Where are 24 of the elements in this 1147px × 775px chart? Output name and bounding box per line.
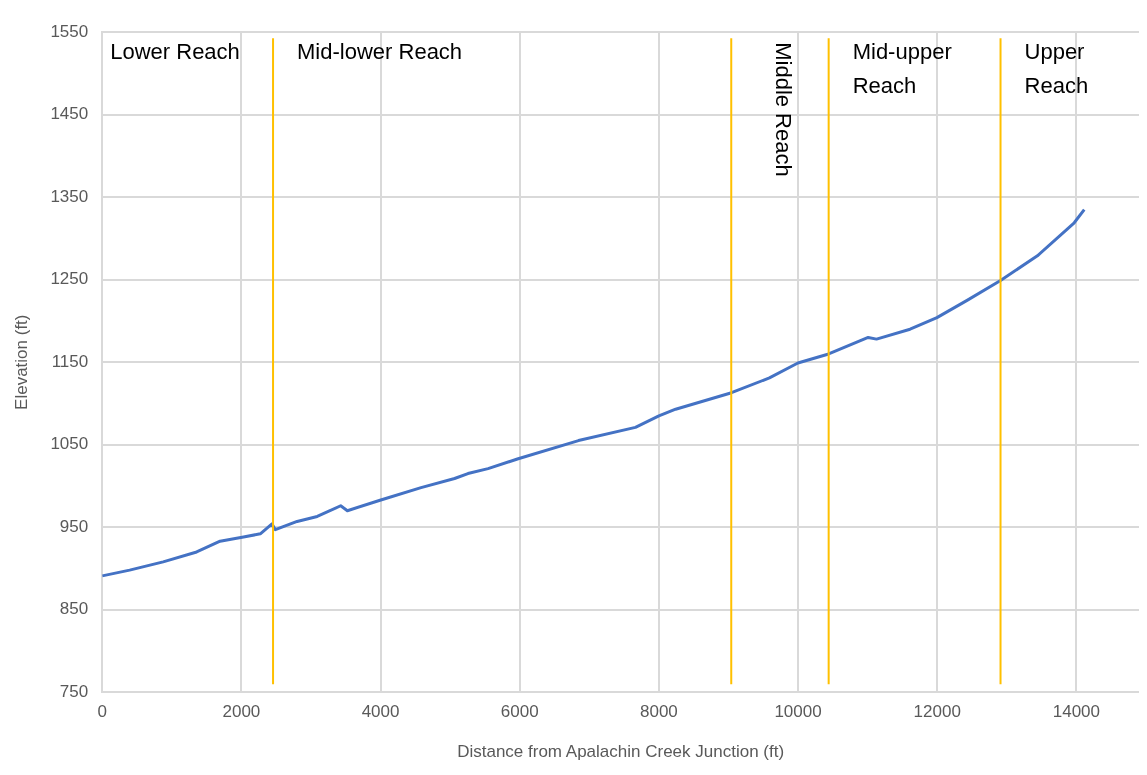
y-tick-label: 950	[59, 516, 89, 536]
x-tick-label: 0	[97, 702, 107, 722]
annotation: Lower Reach	[110, 39, 240, 65]
annotation: Mid-lower Reach	[297, 39, 463, 65]
y-axis-title: Elevation (ft)	[11, 314, 31, 410]
x-tick-label: 10000	[774, 702, 822, 722]
x-tick-label: 4000	[361, 702, 400, 722]
annotation: Middle Reach	[771, 42, 797, 177]
x-tick-label: 6000	[500, 702, 539, 722]
y-tick-label: 750	[59, 681, 89, 701]
y-tick-label: 1050	[50, 434, 89, 454]
y-tick-label: 1250	[50, 269, 89, 289]
x-tick-label: 12000	[913, 702, 961, 722]
x-tick-label: 14000	[1052, 702, 1101, 722]
y-tick-label: 1450	[50, 104, 89, 124]
x-tick-label: 8000	[639, 702, 678, 722]
y-tick-label: 850	[59, 599, 89, 619]
y-tick-label: 1550	[50, 21, 89, 41]
annotation: Upper Reach	[1024, 39, 1089, 99]
y-tick-label: 1150	[51, 351, 89, 371]
annotation: Mid-upper Reach	[852, 39, 952, 99]
x-tick-label: 2000	[222, 702, 261, 722]
x-axis-title: Distance from Apalachin Creek Junction (ft)	[457, 742, 785, 762]
y-tick-label: 1350	[50, 186, 89, 206]
